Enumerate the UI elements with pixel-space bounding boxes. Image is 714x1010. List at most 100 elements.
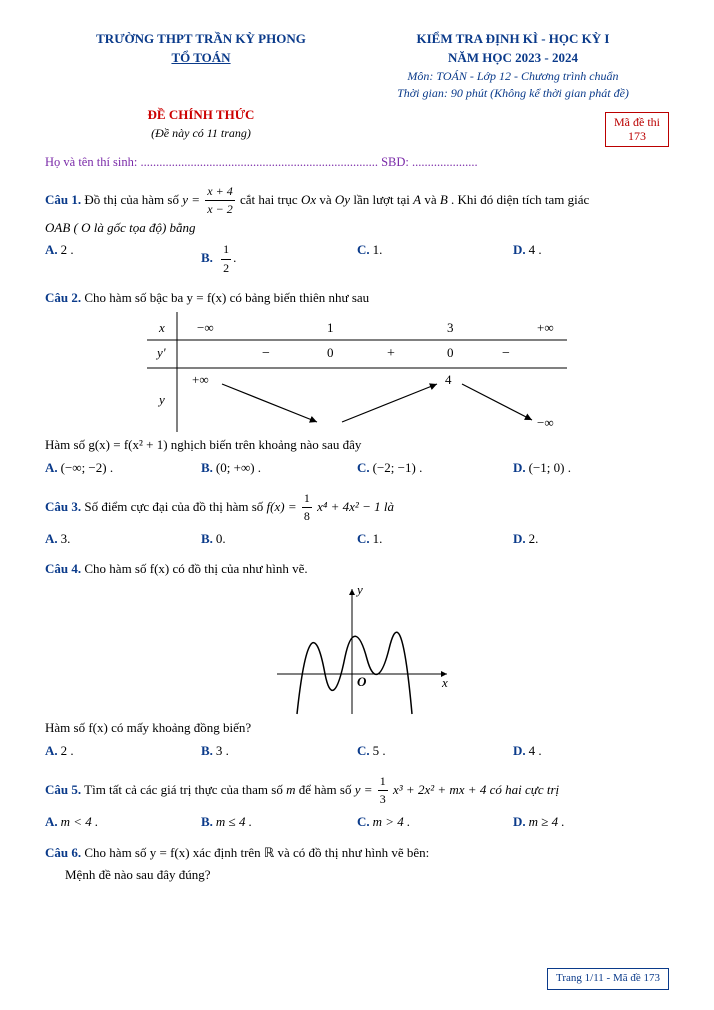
- q4-opt-a-val: 2 .: [61, 743, 74, 758]
- q4-y-label: y: [355, 582, 363, 597]
- q4-options: A.2 . B.3 . C.5 . D.4 .: [45, 742, 669, 761]
- sub-header: ĐỀ CHÍNH THỨC (Đề này có 11 trang): [45, 106, 669, 142]
- question-5: Câu 5. Tìm tất cả các giá trị thực của t…: [45, 773, 669, 832]
- q2-sub: Hàm số g(x) = f(x² + 1) nghịch biến trên…: [45, 436, 669, 455]
- svg-text:−: −: [262, 346, 270, 361]
- q2-options: A.(−∞; −2) . B.(0; +∞) . C.(−2; −1) . D.…: [45, 459, 669, 478]
- svg-text:0: 0: [327, 345, 334, 360]
- q4-opt-a: A.2 .: [45, 742, 201, 761]
- q2-opt-a-val: (−∞; −2) .: [61, 460, 113, 475]
- q3-opt-b: B.0.: [201, 530, 357, 549]
- q3-fx: f(x) =: [267, 499, 300, 514]
- q1-line2: OAB ( O là gốc tọa độ) bằng: [45, 219, 669, 238]
- q5-text2: để hàm số: [299, 782, 355, 797]
- q1-ox: Ox: [301, 192, 316, 207]
- official-block: ĐỀ CHÍNH THỨC (Đề này có 11 trang): [45, 106, 357, 142]
- q4-opt-c-val: 5 .: [373, 743, 386, 758]
- q3-opt-d: D.2.: [513, 530, 669, 549]
- q4-opt-b-val: 3 .: [216, 743, 229, 758]
- q4-opt-c: C.5 .: [357, 742, 513, 761]
- q2-opt-d-val: (−1; 0) .: [529, 460, 571, 475]
- svg-text:+∞: +∞: [192, 372, 209, 387]
- exam-code-box: Mã đề thi 173: [605, 112, 669, 147]
- q3-opt-a: A.3.: [45, 530, 201, 549]
- q1-frac-den: x − 2: [205, 201, 234, 218]
- variation-table: x −∞ 1 3 +∞ y' − 0 + 0 − y +∞ 4 −∞: [147, 312, 567, 432]
- q5-opt-a: A.m < 4 .: [45, 813, 201, 832]
- q5-options: A.m < 4 . B.m ≤ 4 . C.m > 4 . D.m ≥ 4 .: [45, 813, 669, 832]
- exam-title: KIỂM TRA ĐỊNH KÌ - HỌC KỲ I: [357, 30, 669, 49]
- q1-opt-b-frac: 1 2: [221, 241, 231, 277]
- svg-text:−: −: [502, 346, 510, 361]
- q1-label: Câu 1.: [45, 192, 81, 207]
- q5-y-eq: y =: [355, 782, 376, 797]
- q2-opt-c-val: (−2; −1) .: [373, 460, 423, 475]
- q1-opt-b-den: 2: [221, 260, 231, 277]
- q3-frac-den: 8: [302, 508, 312, 525]
- q2-opt-a: A.(−∞; −2) .: [45, 459, 201, 478]
- exam-time: Thời gian: 90 phút (Không kể thời gian p…: [357, 85, 669, 102]
- q1-frac-num: x + 4: [205, 183, 234, 201]
- q1-opt-b: B. 1 2 .: [201, 241, 357, 277]
- q5-opt-c-val: m > 4 .: [373, 814, 411, 829]
- student-dots: ........................................…: [140, 155, 378, 169]
- sbd-dots: .....................: [412, 155, 478, 169]
- q5-frac-den: 3: [378, 791, 388, 808]
- svg-text:0: 0: [447, 345, 454, 360]
- q4-opt-b: B.3 .: [201, 742, 357, 761]
- svg-text:y': y': [155, 345, 166, 360]
- svg-text:4: 4: [445, 372, 452, 387]
- q4-opt-d: D.4 .: [513, 742, 669, 761]
- q4-origin: O: [357, 674, 367, 689]
- q1-opt-c: C.1.: [357, 241, 513, 277]
- q6-text: Cho hàm số y = f(x) xác định trên ℝ và c…: [84, 845, 429, 860]
- variation-svg: x −∞ 1 3 +∞ y' − 0 + 0 − y +∞ 4 −∞: [147, 312, 567, 432]
- q1-opt-d: D.4 .: [513, 241, 669, 277]
- q3-frac-num: 1: [302, 490, 312, 508]
- q1-and2: và: [424, 192, 440, 207]
- q4-sub: Hàm số f(x) có mấy khoảng đồng biến?: [45, 719, 669, 738]
- q4-opt-d-val: 4 .: [529, 743, 542, 758]
- pages-note: (Đề này có 11 trang): [45, 125, 357, 142]
- q5-opt-c: C.m > 4 .: [357, 813, 513, 832]
- header: TRƯỜNG THPT TRẦN KỲ PHONG TỔ TOÁN KIỂM T…: [45, 30, 669, 102]
- svg-text:−∞: −∞: [197, 320, 214, 335]
- header-left: TRƯỜNG THPT TRẦN KỲ PHONG TỔ TOÁN: [45, 30, 357, 102]
- q2-opt-d: D.(−1; 0) .: [513, 459, 669, 478]
- question-6: Câu 6. Cho hàm số y = f(x) xác định trên…: [45, 844, 669, 886]
- q1-text2: cắt hai trục: [240, 192, 301, 207]
- q4-label: Câu 4.: [45, 561, 81, 576]
- q5-text1: Tìm tất cả các giá trị thực của tham số: [84, 782, 286, 797]
- dept-name: TỔ TOÁN: [45, 49, 357, 68]
- student-line: Họ và tên thí sinh: ....................…: [45, 153, 669, 171]
- official-label: ĐỀ CHÍNH THỨC: [45, 106, 357, 125]
- q3-label: Câu 3.: [45, 499, 81, 514]
- svg-text:+∞: +∞: [537, 320, 554, 335]
- q1-opt-b-num: 1: [221, 241, 231, 259]
- svg-text:1: 1: [327, 320, 334, 335]
- q3-text1: Số điểm cực đại của đồ thị hàm số: [84, 499, 266, 514]
- q5-m: m: [286, 782, 295, 797]
- q5-opt-b-val: m ≤ 4 .: [216, 814, 252, 829]
- q5-text3: x³ + 2x² + mx + 4 có hai cực trị: [393, 782, 559, 797]
- q1-text4: . Khi đó diện tích tam giác: [451, 192, 589, 207]
- exam-year: NĂM HỌC 2023 - 2024: [357, 49, 669, 68]
- student-label: Họ và tên thí sinh:: [45, 155, 137, 169]
- svg-text:3: 3: [447, 320, 454, 335]
- q5-opt-d: D.m ≥ 4 .: [513, 813, 669, 832]
- exam-code: 173: [614, 129, 660, 143]
- q4-curve: [297, 632, 412, 714]
- q1-and: và: [319, 192, 335, 207]
- q6-label: Câu 6.: [45, 845, 81, 860]
- q1-opt-a-val: 2 .: [61, 242, 74, 257]
- question-2: Câu 2. Cho hàm số bậc ba y = f(x) có bản…: [45, 289, 669, 478]
- q2-opt-b-val: (0; +∞) .: [216, 460, 261, 475]
- exam-subject: Môn: TOÁN - Lớp 12 - Chương trình chuẩn: [357, 68, 669, 85]
- q5-frac-num: 1: [378, 773, 388, 791]
- q6-sub: Mệnh đề nào sau đây đúng?: [65, 866, 669, 885]
- q3-text2: x⁴ + 4x² − 1 là: [317, 499, 394, 514]
- q1-fraction: x + 4 x − 2: [205, 183, 234, 219]
- svg-text:+: +: [387, 346, 395, 361]
- q5-label: Câu 5.: [45, 782, 81, 797]
- q2-label: Câu 2.: [45, 290, 81, 305]
